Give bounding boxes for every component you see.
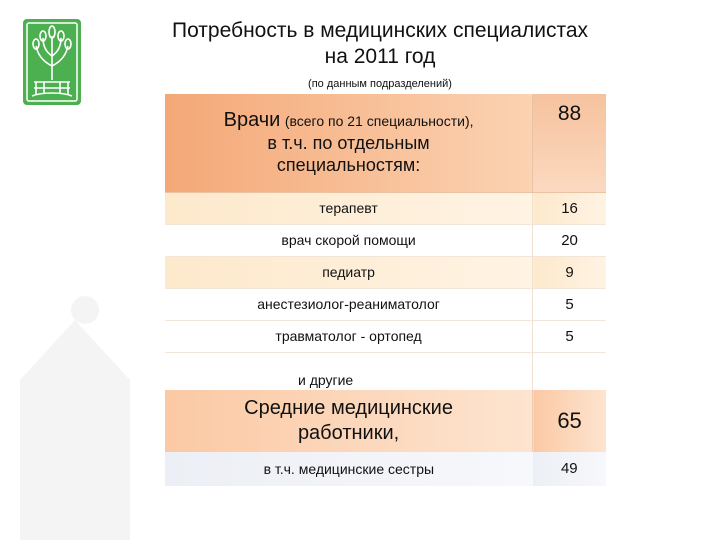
table-row: травматолог - ортопед 5 [165, 320, 606, 353]
mid-staff-row: Средние медицинские работники, 65 [165, 389, 606, 452]
watermark-building [20, 296, 130, 540]
table-row: анестезиолог-реаниматолог 5 [165, 288, 606, 321]
doctors-value: 88 [532, 94, 606, 193]
doctors-label-paren: (всего по 21 специальности), [284, 113, 474, 130]
mid-staff-value: 65 [532, 389, 606, 452]
page-title: Потребность в медицинских специалистах н… [100, 18, 660, 70]
doctors-label-line2: в т.ч. по отдельным [267, 133, 430, 154]
specialty-value: 5 [532, 288, 606, 321]
specialty-value: 9 [532, 256, 606, 289]
title-line-2: на 2011 год [324, 45, 436, 68]
emblem-logo [23, 19, 81, 105]
table-row: педиатр 9 [165, 256, 606, 289]
title-line-1: Потребность в медицинских специалистах [171, 19, 589, 42]
mid-staff-label: Средние медицинские работники, [165, 389, 533, 452]
demand-table: Врачи (всего по 21 специальности), в т.ч… [165, 94, 606, 486]
nurses-row: в т.ч. медицинские сестры 49 [165, 451, 606, 486]
specialty-value: 5 [532, 320, 606, 353]
specialty-value: 16 [532, 192, 606, 225]
mid-staff-label-line2: работники, [297, 421, 400, 444]
doctors-label: Врачи (всего по 21 специальности), в т.ч… [165, 94, 533, 193]
specialty-name: врач скорой помощи [165, 224, 533, 257]
nurses-label: в т.ч. медицинские сестры [165, 451, 533, 486]
others-label: и другие [165, 352, 533, 390]
doctors-label-main: Врачи [223, 109, 281, 132]
doctors-label-line3: специальностям: [276, 155, 421, 176]
doctors-row: Врачи (всего по 21 специальности), в т.ч… [165, 94, 606, 193]
specialty-name: терапевт [165, 192, 533, 225]
specialty-name: педиатр [165, 256, 533, 289]
specialty-name: анестезиолог-реаниматолог [165, 288, 533, 321]
table-row: врач скорой помощи 20 [165, 224, 606, 257]
mid-staff-label-line1: Средние медицинские [244, 396, 453, 419]
specialty-name: травматолог - ортопед [165, 320, 533, 353]
specialty-value: 20 [532, 224, 606, 257]
subtitle: (по данным подразделений) [308, 78, 452, 90]
others-value [532, 352, 606, 390]
nurses-value: 49 [532, 451, 606, 486]
table-row: терапевт 16 [165, 192, 606, 225]
others-row: и другие [165, 352, 606, 390]
